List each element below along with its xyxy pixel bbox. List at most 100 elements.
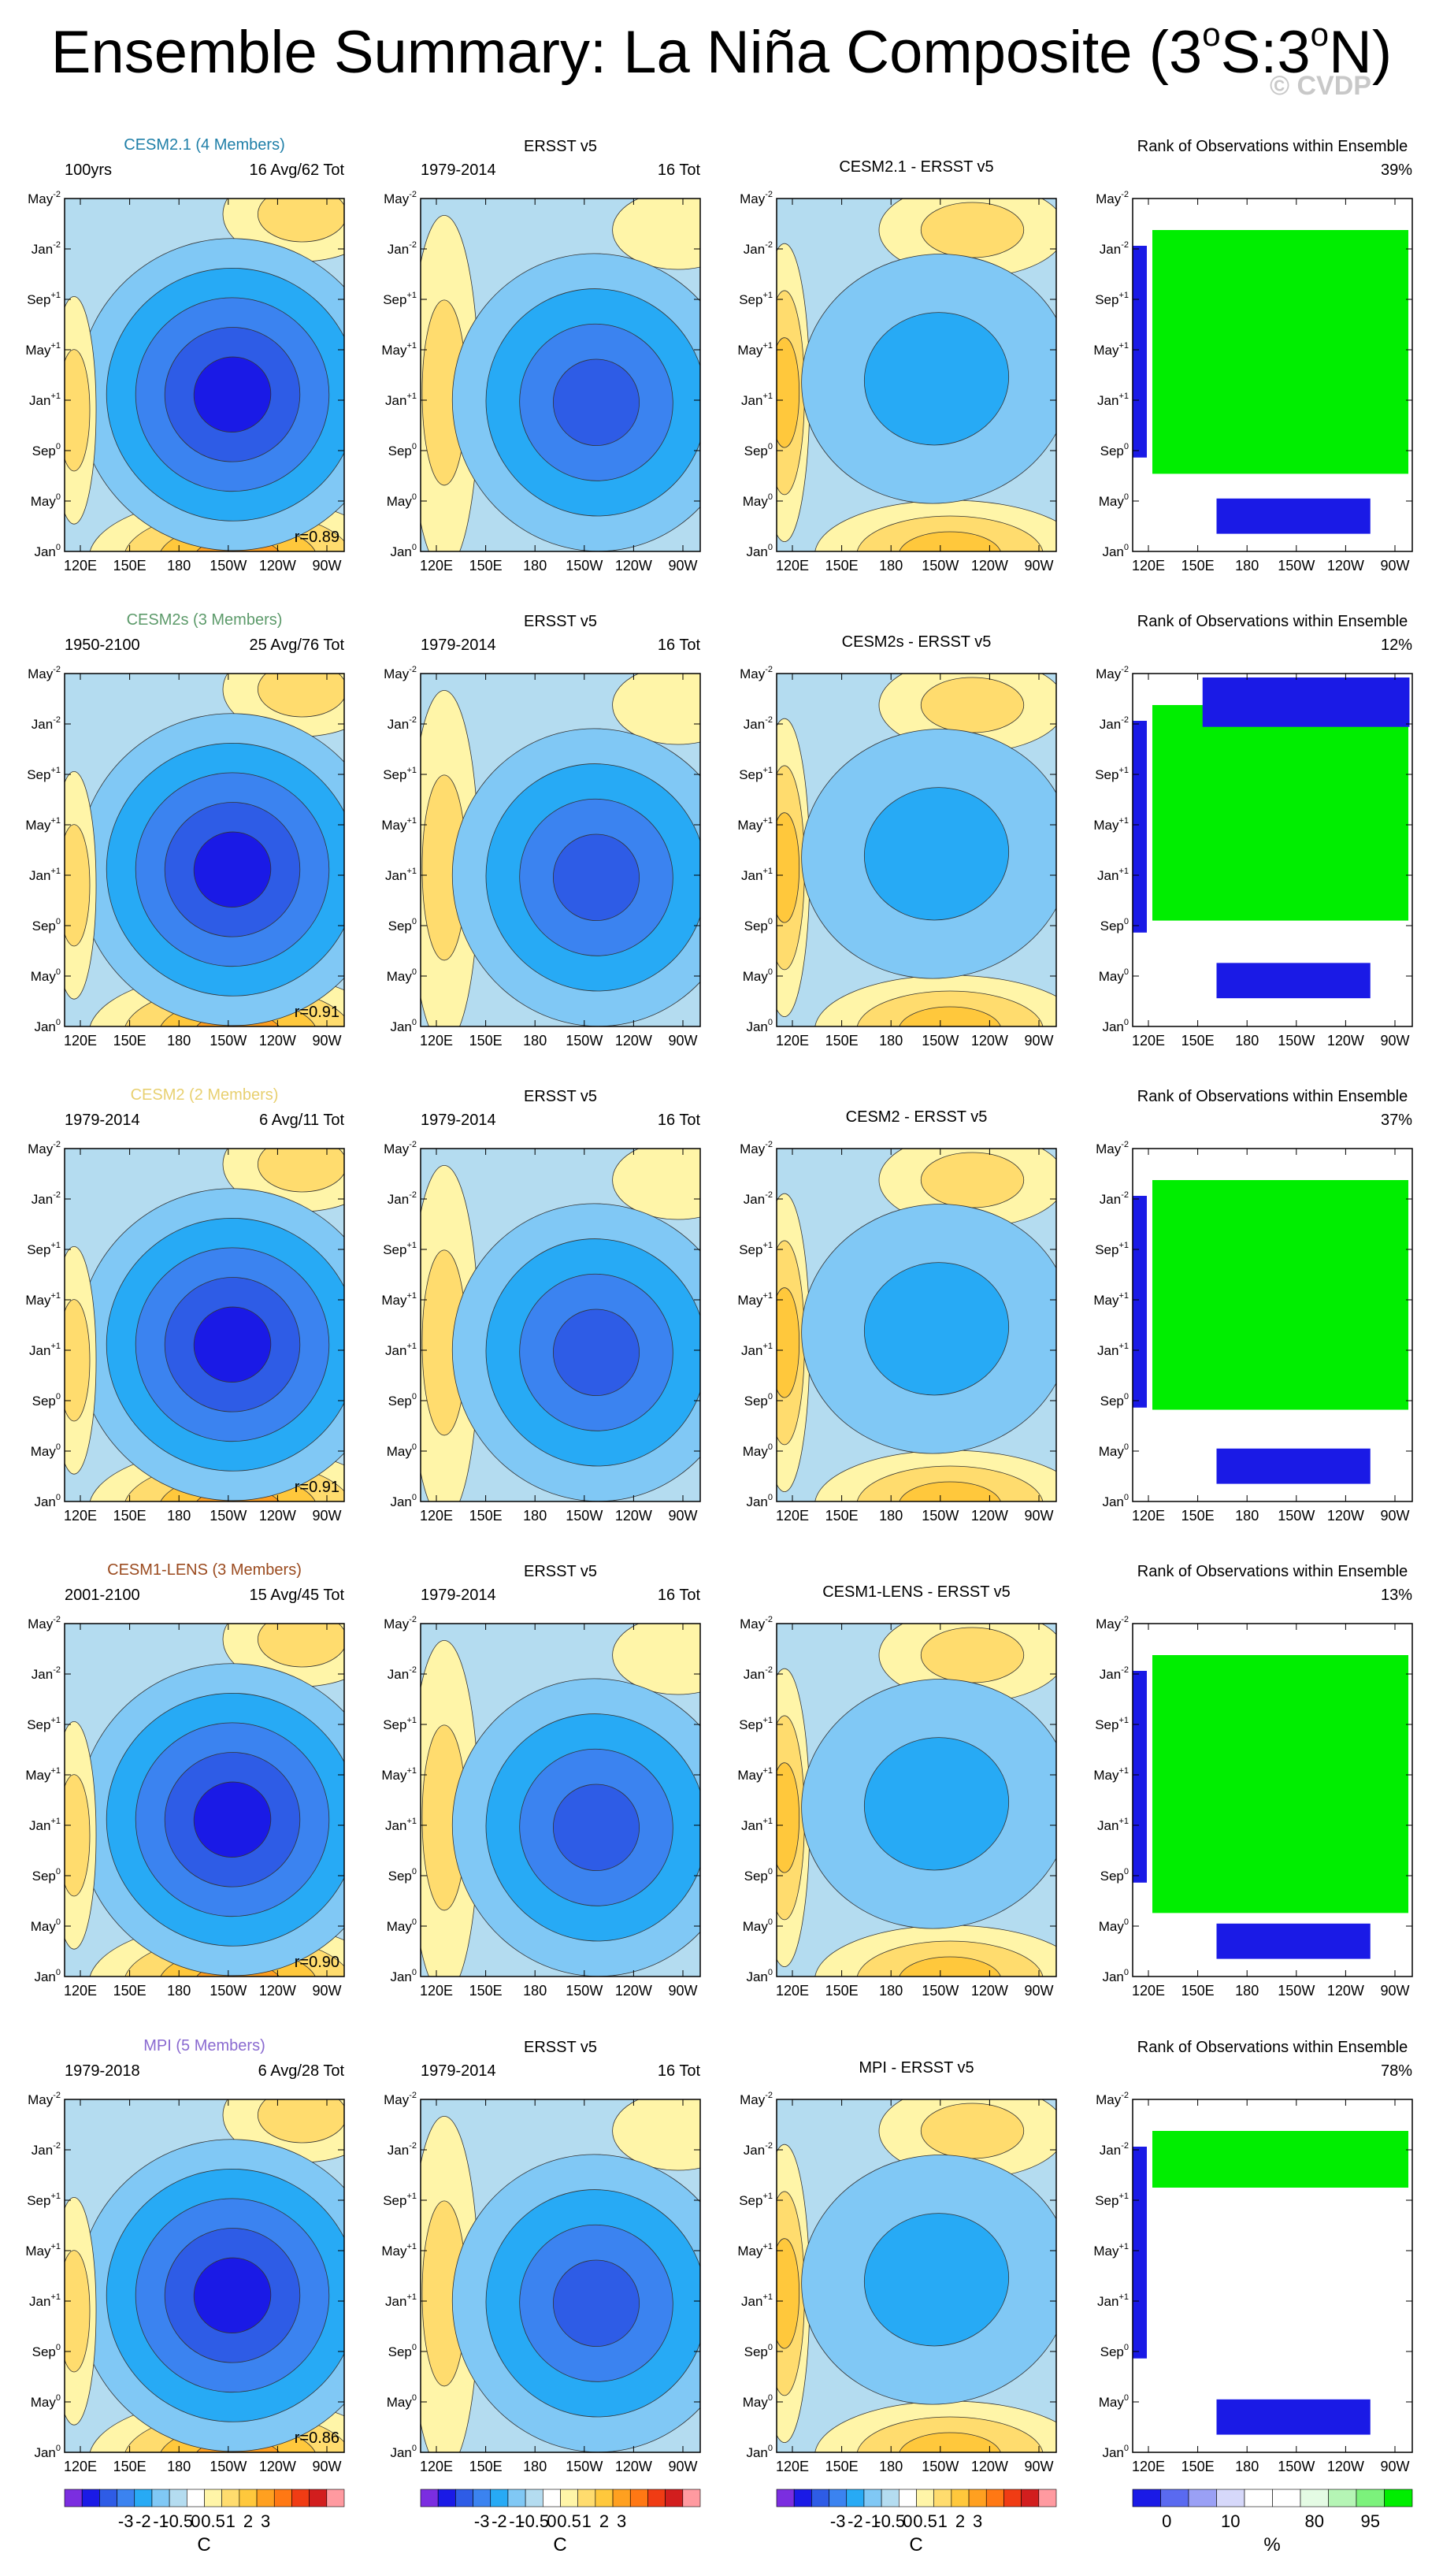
contour-band <box>863 1262 1010 1396</box>
colorbar-cell <box>256 2489 275 2507</box>
y-tick-label: Jan-2 <box>388 1190 417 1207</box>
x-tick-label: 120W <box>615 1983 652 1999</box>
y-tick-label: Sep0 <box>388 917 417 934</box>
panel-field <box>1133 674 1412 1026</box>
x-tick-label: 120E <box>1132 2459 1165 2474</box>
y-tick-label: Jan+1 <box>29 1817 61 1833</box>
obs-count: 16 Tot <box>658 637 701 654</box>
rank-percentage: 12% <box>1381 637 1412 654</box>
colorbar-label: 1 <box>582 2511 592 2531</box>
contour-band <box>612 674 700 745</box>
colorbar-cell <box>577 2489 596 2507</box>
x-tick-label: 180 <box>1235 2459 1259 2474</box>
colorbar-cell <box>595 2489 614 2507</box>
x-tick-label: 90W <box>1024 2459 1053 2474</box>
colorbar-cell <box>151 2489 170 2507</box>
y-tick-label: Jan0 <box>1102 543 1129 559</box>
colorbar-label: 1 <box>938 2511 948 2531</box>
y-tick-label: Jan0 <box>1102 1018 1129 1034</box>
contour-band <box>612 2099 700 2171</box>
x-tick-label: 150W <box>1278 1508 1315 1524</box>
obs-count: 16 Tot <box>658 1587 701 1604</box>
row-3: May-2Jan-2Sep+1May+1Jan+1Sep0May0Jan0120… <box>25 1086 1413 1524</box>
y-tick-label: Sep+1 <box>27 1241 61 1257</box>
colorbar-label: 95 <box>1361 2511 1380 2531</box>
diff-panel: May-2Jan-2Sep+1May+1Jan+1Sep0May0Jan0120… <box>737 1140 1057 1524</box>
panel-field <box>421 1624 700 1977</box>
diff-panel: May-2Jan-2Sep+1May+1Jan+1Sep0May0Jan0120… <box>737 1615 1057 1999</box>
y-tick-label: May-2 <box>1096 1140 1129 1156</box>
x-tick-label: 150W <box>922 558 959 573</box>
y-tick-label: May-2 <box>384 665 417 681</box>
y-tick-label: Jan0 <box>1102 1968 1129 1984</box>
y-tick-label: Jan+1 <box>741 2292 773 2309</box>
x-tick-label: 180 <box>523 1508 547 1524</box>
colorbar-cell <box>1132 2489 1161 2507</box>
y-tick-label: May-2 <box>740 1615 773 1631</box>
x-tick-label: 90W <box>312 558 341 573</box>
y-tick-label: May+1 <box>737 816 773 833</box>
panel-frame <box>64 1148 345 1502</box>
y-tick-label: May-2 <box>740 190 773 206</box>
model-panel: May-2Jan-2Sep+1May+1Jan+1Sep0May0Jan0120… <box>25 2091 345 2474</box>
colorbar-label: 0 <box>1162 2511 1171 2531</box>
obs-period: 1979-2014 <box>421 1587 496 1604</box>
x-tick-label: 150W <box>922 2459 959 2474</box>
x-tick-label: 120E <box>64 1508 97 1524</box>
panel-field <box>777 674 1056 1026</box>
pattern-correlation: r=0.91 <box>295 1004 339 1021</box>
x-tick-label: 90W <box>1024 1508 1053 1524</box>
y-tick-label: Sep0 <box>744 1867 773 1884</box>
y-tick-label: Sep+1 <box>739 1241 773 1257</box>
obs-title: ERSST v5 <box>524 1563 597 1580</box>
x-tick-label: 150W <box>210 2459 247 2474</box>
x-tick-label: 120W <box>615 1033 652 1049</box>
y-tick-label: May-2 <box>28 190 61 206</box>
rank-panel: May-2Jan-2Sep+1May+1Jan+1Sep0May0Jan0120… <box>1093 1615 1413 1999</box>
x-tick-label: 180 <box>1235 1508 1259 1524</box>
y-tick-label: Jan0 <box>34 1968 61 1984</box>
panel-field <box>777 2099 1056 2452</box>
x-tick-label: 150W <box>566 1508 603 1524</box>
obs-count: 16 Tot <box>658 2062 701 2080</box>
model-title: CESM1-LENS (3 Members) <box>107 1561 302 1579</box>
panel-frame <box>420 2099 701 2453</box>
colorbar-cell <box>187 2489 205 2507</box>
colorbar-cell <box>99 2489 117 2507</box>
colorbar-label: 0 <box>547 2511 556 2531</box>
y-tick-label: Jan0 <box>34 2444 61 2460</box>
colorbar-cell <box>1160 2489 1189 2507</box>
x-tick-label: 150W <box>210 558 247 573</box>
x-tick-label: 150W <box>566 1983 603 1999</box>
diff-title: CESM1-LENS - ERSST v5 <box>822 1583 1011 1601</box>
member-count: 15 Avg/45 Tot <box>250 1587 345 1604</box>
y-tick-label: Jan+1 <box>29 392 61 408</box>
colorbar-cell <box>309 2489 328 2507</box>
x-tick-label: 120W <box>615 558 652 573</box>
colorbar-cell <box>846 2489 865 2507</box>
contour-band <box>856 515 1044 551</box>
panel-field <box>1133 199 1412 551</box>
colorbar-cell <box>665 2489 684 2507</box>
x-tick-label: 120W <box>259 1508 296 1524</box>
y-tick-label: Jan0 <box>34 543 61 559</box>
contour-band <box>856 990 1044 1026</box>
x-tick-label: 120W <box>1327 1508 1364 1524</box>
y-tick-label: Sep+1 <box>27 2192 61 2208</box>
panel-field <box>777 199 1056 551</box>
x-tick-label: 120E <box>420 1508 453 1524</box>
panel-field <box>777 1149 1056 1501</box>
panel-frame <box>776 2099 1057 2453</box>
y-tick-label: May+1 <box>381 2242 417 2259</box>
y-tick-label: Sep0 <box>1100 1392 1129 1409</box>
x-tick-label: 90W <box>312 1508 341 1524</box>
x-tick-label: 150W <box>1278 2459 1315 2474</box>
y-tick-label: Jan+1 <box>1097 867 1129 883</box>
diff-panel: May-2Jan-2Sep+1May+1Jan+1Sep0May0Jan0120… <box>737 665 1057 1049</box>
x-tick-label: 150W <box>566 2459 603 2474</box>
x-tick-label: 120E <box>420 1983 453 1999</box>
model-title: CESM2s (3 Members) <box>127 611 283 629</box>
colorbar-cell <box>793 2489 812 2507</box>
rank-colorbar: 0 10 80 95% <box>1132 2489 1413 2556</box>
rank-block <box>1216 1448 1371 1484</box>
